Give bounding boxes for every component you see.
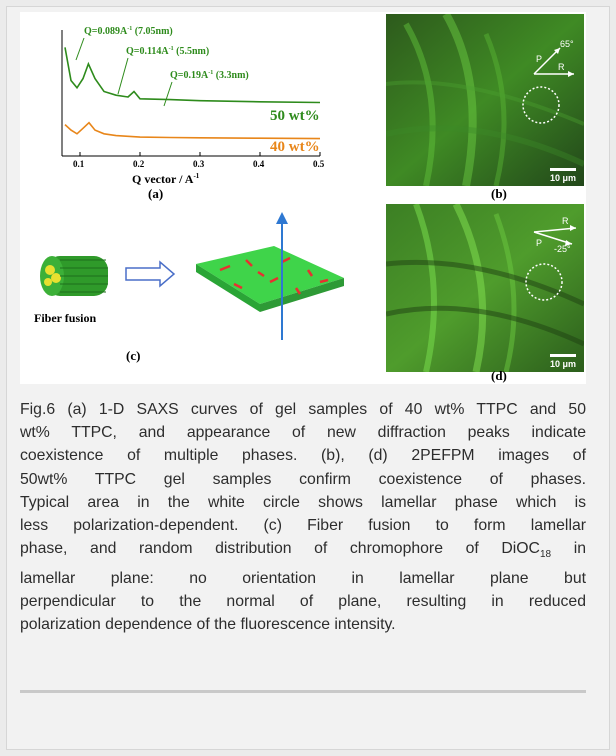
peak-leader-2 <box>117 57 129 95</box>
lamellar-circle-d <box>525 263 563 301</box>
series-line-40wt <box>64 121 321 140</box>
micro-b-angle: 65° <box>560 39 574 49</box>
peak-leader-3 <box>163 81 173 107</box>
x-tick-label: 0.3 <box>193 159 205 169</box>
fiber-fusion-schematic: Fiber fusion <box>34 212 344 340</box>
caption-line: Typical area in the white circle shows l… <box>20 493 586 511</box>
x-tick-label: 0.1 <box>73 159 85 169</box>
divider <box>20 690 586 693</box>
caption-line: wt% TTPC, and appearance of new diffract… <box>20 424 586 442</box>
micrograph-b: 65° P R 10 μm <box>386 14 584 186</box>
label-d: (d) <box>491 368 507 383</box>
x-axis-title: Q vector / A-1 <box>132 172 200 186</box>
caption-line: less polarization-dependent. (c) Fiber f… <box>20 517 586 535</box>
saxs-chart: Q=0.089A-1 (7.05nm) Q=0.114A-1 (5.5nm) Q… <box>61 26 325 186</box>
caption-line: lamellar plane: no orientation in lamell… <box>20 569 586 587</box>
caption-subscript: 18 <box>539 549 552 561</box>
hollow-arrow-icon <box>125 260 176 288</box>
micro-d-r: R <box>562 216 569 226</box>
lamellar-plane-icon <box>196 246 344 312</box>
x-tick-label: 0.4 <box>253 159 265 169</box>
figure-6: Q=0.089A-1 (7.05nm) Q=0.114A-1 (5.5nm) Q… <box>20 12 586 384</box>
figure-caption: Fig.6 (a) 1-D SAXS curves of gel samples… <box>20 398 586 636</box>
caption-line: 50wt% TTPC gel samples confirm coexisten… <box>20 470 586 488</box>
scalebar-b <box>550 168 576 171</box>
x-tick-label: 0.2 <box>133 159 145 169</box>
peak-leader-1 <box>75 37 85 61</box>
micrograph-b-image <box>386 14 584 186</box>
fiber-bundle-icon <box>40 256 108 296</box>
normal-axis-arrow <box>276 212 288 340</box>
peak-label-1: Q=0.089A-1 (7.05nm) <box>84 26 173 37</box>
label-b: (b) <box>491 186 507 201</box>
micro-d-angle: -25° <box>554 244 571 254</box>
caption-line: phase, and random distribution of chromo… <box>20 537 586 566</box>
peak-label-3: Q=0.19A-1 (3.3nm) <box>170 70 249 81</box>
lamellar-circle-b <box>522 86 560 124</box>
micro-b-r: R <box>558 62 565 72</box>
caption-line: perpendicular to the normal of plane, re… <box>20 592 586 610</box>
x-tick-label: 0.5 <box>313 159 325 169</box>
micrograph-d: R P -25° 10 μm <box>386 204 584 372</box>
caption-line: polarization dependence of the fluoresce… <box>20 615 396 633</box>
micrograph-d-image <box>386 204 584 372</box>
series-label-50: 50 wt% <box>270 108 320 124</box>
scalebar-b-label: 10 μm <box>550 173 577 183</box>
peak-label-2: Q=0.114A-1 (5.5nm) <box>126 46 209 57</box>
caption-text: in <box>551 540 586 558</box>
caption-line: coexistence of multiple phases. (b), (d)… <box>20 447 586 465</box>
micro-d-p: P <box>536 238 543 248</box>
series-label-40: 40 wt% <box>270 139 320 155</box>
scalebar-d <box>550 354 576 357</box>
caption-text: phase, and random distribution of chromo… <box>20 540 540 558</box>
series-line-50wt <box>64 47 321 104</box>
label-a: (a) <box>148 186 164 201</box>
micro-b-p: P <box>536 54 543 64</box>
label-c: (c) <box>126 348 141 363</box>
fiber-fusion-label: Fiber fusion <box>34 311 96 325</box>
scalebar-d-label: 10 μm <box>550 359 577 369</box>
caption-line: Fig.6 (a) 1-D SAXS curves of gel samples… <box>20 401 586 418</box>
